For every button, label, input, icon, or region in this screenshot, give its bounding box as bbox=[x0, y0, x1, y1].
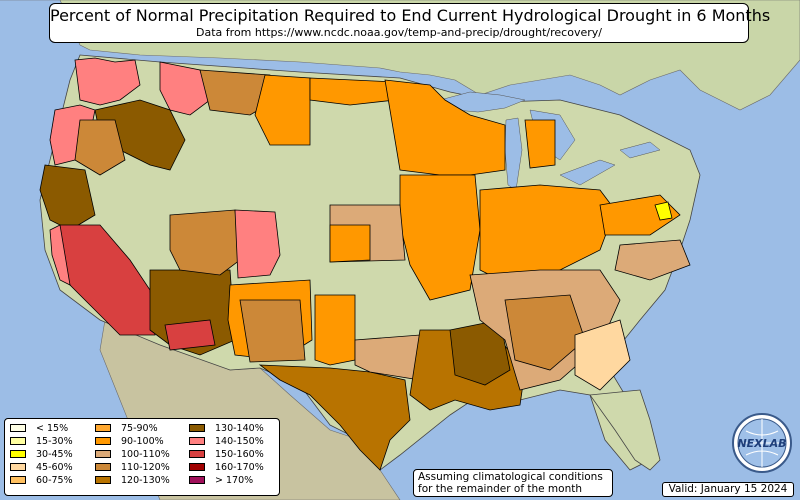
legend-label: 90-100% bbox=[121, 435, 164, 447]
logo-gridlines bbox=[742, 419, 782, 467]
legend-column-2: 75-90% 90-100% 100-110% 110-120% 120-130… bbox=[95, 422, 170, 487]
region-90-100-midwest bbox=[384, 79, 506, 176]
legend-label: < 15% bbox=[36, 422, 69, 434]
legend-label: 140-150% bbox=[215, 435, 264, 447]
legend-item: > 170% bbox=[189, 474, 264, 486]
logo-text: NEXLAB bbox=[737, 437, 786, 450]
legend-item: 120-130% bbox=[95, 474, 170, 486]
legend-swatch bbox=[10, 463, 26, 471]
legend-label: 60-75% bbox=[36, 474, 73, 486]
legend-item: 110-120% bbox=[95, 461, 170, 473]
legend-swatch bbox=[95, 450, 111, 458]
lake-ontario bbox=[619, 141, 661, 159]
region-90-100-nd bbox=[309, 77, 396, 106]
region-30-45-de bbox=[654, 201, 673, 221]
legend-item: 45-60% bbox=[10, 461, 73, 473]
legend-swatch bbox=[189, 424, 205, 432]
map-subtitle: Data from https://www.ncdc.noaa.gov/temp… bbox=[196, 26, 602, 39]
legend-item: 75-90% bbox=[95, 422, 170, 434]
legend-swatch bbox=[189, 476, 205, 484]
legend-item: 60-75% bbox=[10, 474, 73, 486]
legend-swatch bbox=[95, 437, 111, 445]
region-90-100-mt bbox=[254, 74, 311, 146]
legend: < 15% 15-30% 30-45% 45-60% 60-75% 75-90%… bbox=[4, 418, 280, 496]
region-140-150-ca-coast bbox=[49, 224, 71, 286]
region-90-100-ks bbox=[329, 224, 371, 263]
region-140-150-co bbox=[234, 209, 281, 279]
region-110-120-se bbox=[504, 294, 586, 371]
legend-item: 140-150% bbox=[189, 435, 264, 447]
region-110-120-ut bbox=[169, 209, 241, 276]
legend-item: 150-160% bbox=[189, 448, 264, 460]
legend-swatch bbox=[10, 437, 26, 445]
legend-swatch bbox=[189, 437, 205, 445]
legend-column-3: 130-140% 140-150% 150-160% 160-170% > 17… bbox=[189, 422, 264, 487]
legend-swatch bbox=[10, 450, 26, 458]
legend-label: 15-30% bbox=[36, 435, 73, 447]
region-100-110-tx bbox=[354, 334, 421, 381]
legend-item: 160-170% bbox=[189, 461, 264, 473]
legend-label: 120-130% bbox=[121, 474, 170, 486]
note-line-1: Assuming climatological conditions bbox=[418, 471, 603, 483]
map-title: Percent of Normal Precipitation Required… bbox=[50, 6, 771, 25]
legend-swatch bbox=[10, 424, 26, 432]
legend-label: > 170% bbox=[215, 474, 254, 486]
region-90-100-mi bbox=[524, 119, 556, 169]
legend-label: 150-160% bbox=[215, 448, 264, 460]
legend-label: 75-90% bbox=[121, 422, 158, 434]
legend-label: 160-170% bbox=[215, 461, 264, 473]
legend-column-1: < 15% 15-30% 30-45% 45-60% 60-75% bbox=[10, 422, 73, 487]
note-line-2: for the remainder of the month bbox=[418, 483, 583, 495]
florida bbox=[589, 389, 661, 471]
legend-swatch bbox=[95, 463, 111, 471]
legend-item: 100-110% bbox=[95, 448, 170, 460]
legend-item: 90-100% bbox=[95, 435, 170, 447]
legend-label: 110-120% bbox=[121, 461, 170, 473]
legend-swatch bbox=[10, 476, 26, 484]
region-110-120-nv bbox=[74, 119, 126, 176]
region-110-120-nm bbox=[239, 299, 306, 363]
legend-item: 130-140% bbox=[189, 422, 264, 434]
region-150-160-az bbox=[164, 319, 216, 351]
legend-label: 45-60% bbox=[36, 461, 73, 473]
legend-swatch bbox=[189, 463, 205, 471]
drought-regions bbox=[39, 57, 691, 471]
title-box: Percent of Normal Precipitation Required… bbox=[49, 3, 771, 43]
legend-swatch bbox=[189, 450, 205, 458]
legend-item: 30-45% bbox=[10, 448, 73, 460]
legend-item: < 15% bbox=[10, 422, 73, 434]
legend-item: 15-30% bbox=[10, 435, 73, 447]
legend-label: 30-45% bbox=[36, 448, 73, 460]
legend-label: 100-110% bbox=[121, 448, 170, 460]
lake-erie bbox=[559, 159, 616, 186]
assumption-note: Assuming climatological conditions for t… bbox=[413, 469, 613, 497]
valid-date: Valid: January 15 2024 bbox=[662, 482, 794, 497]
nexlab-logo: NEXLAB bbox=[732, 413, 792, 473]
legend-swatch bbox=[95, 424, 111, 432]
region-90-100-tx bbox=[314, 294, 356, 366]
region-120-130-tx bbox=[258, 364, 411, 471]
region-100-110-va bbox=[614, 239, 691, 281]
legend-label: 130-140% bbox=[215, 422, 264, 434]
region-140-150-wa bbox=[74, 57, 141, 106]
region-45-60-sc bbox=[574, 319, 631, 391]
legend-swatch bbox=[95, 476, 111, 484]
